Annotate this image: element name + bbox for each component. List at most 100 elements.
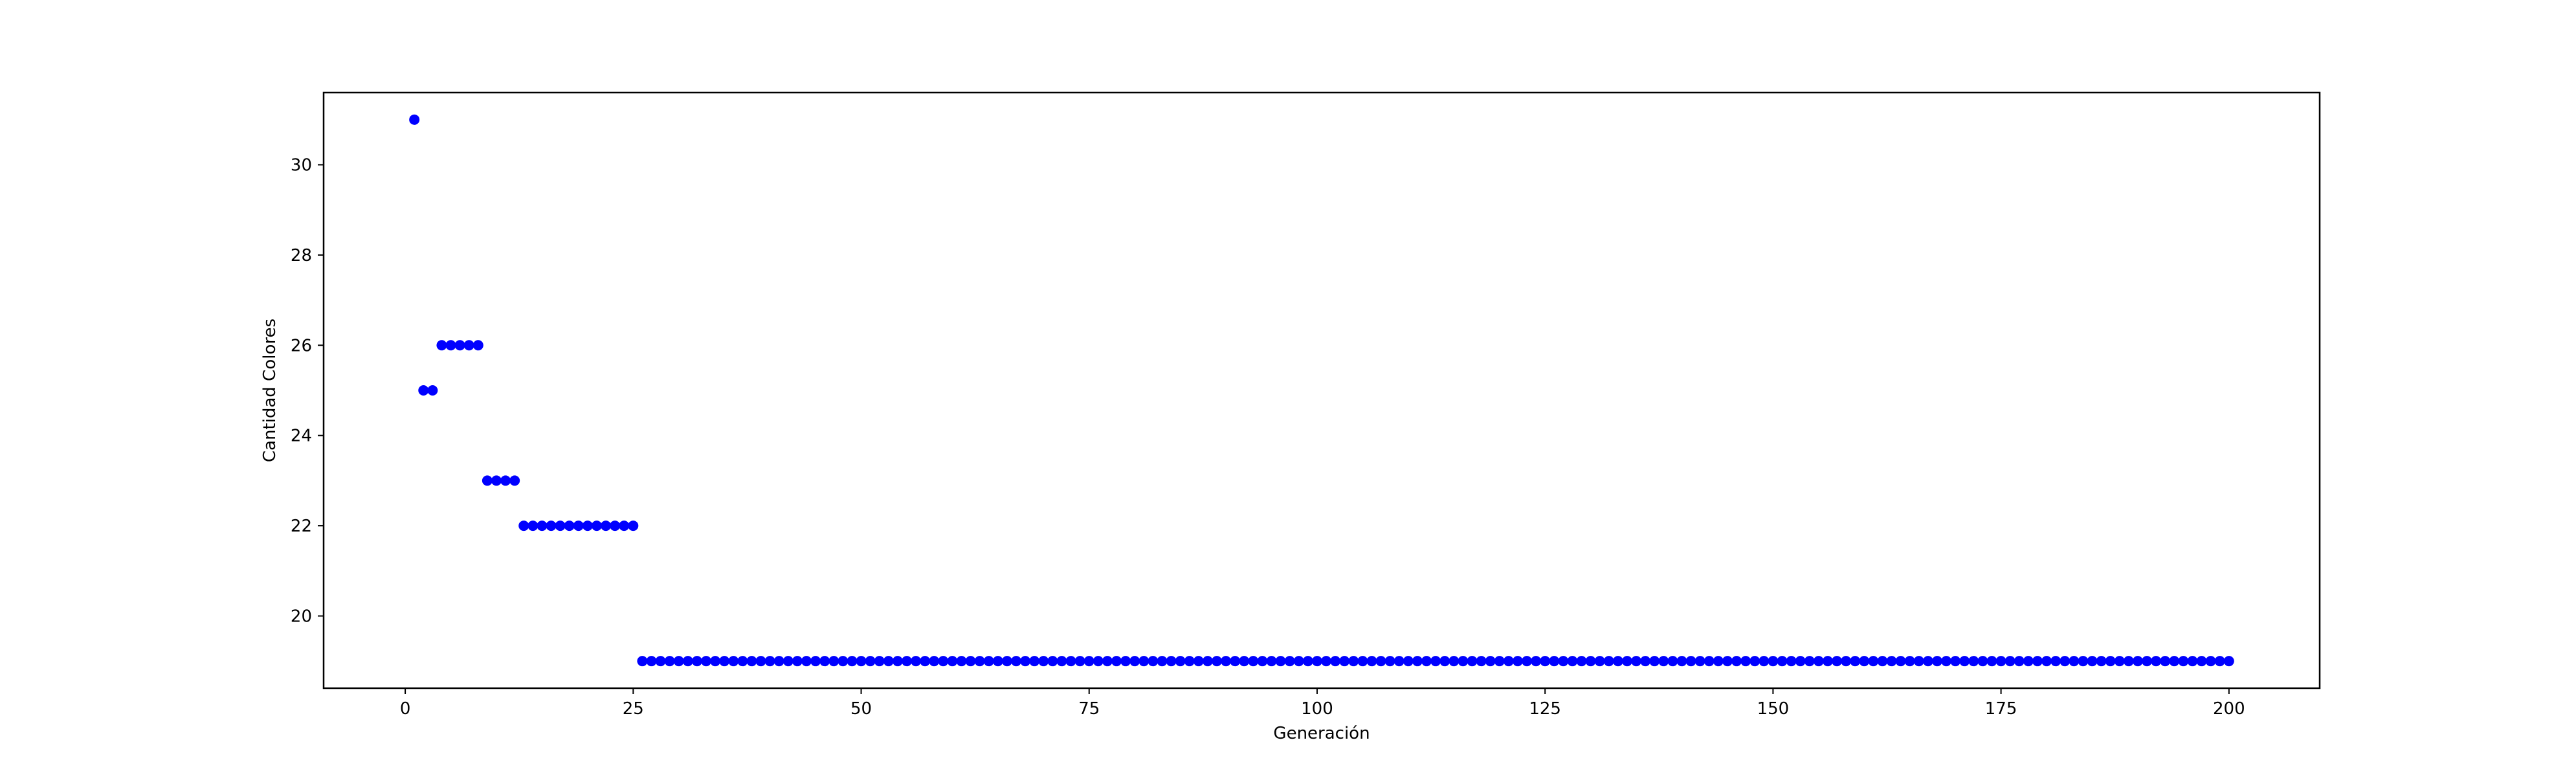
plot-area-frame [322, 91, 2321, 689]
data-point [1221, 656, 1232, 667]
data-point [2169, 656, 2180, 667]
data-point [546, 521, 557, 532]
data-point [664, 656, 675, 667]
x-tick-label: 0 [400, 699, 411, 719]
data-point [646, 656, 657, 667]
data-point [527, 521, 539, 532]
data-point [1375, 656, 1386, 667]
data-point [1904, 656, 1915, 667]
data-point [637, 656, 648, 667]
data-point [1020, 656, 1031, 667]
data-point [2087, 656, 2098, 667]
data-point [911, 656, 922, 667]
data-point [1676, 656, 1687, 667]
data-point [819, 656, 830, 667]
data-point [1311, 656, 1322, 667]
data-point [1813, 656, 1824, 667]
data-point [719, 656, 730, 667]
data-point [1083, 656, 1094, 667]
data-point [1512, 656, 1523, 667]
data-point [1612, 656, 1623, 667]
data-point [1531, 656, 1542, 667]
x-axis-label: Generación [1273, 724, 1370, 743]
data-point [518, 521, 529, 532]
data-point [1175, 656, 1186, 667]
data-point [1485, 656, 1496, 667]
data-point [2142, 656, 2153, 667]
data-point [2023, 656, 2034, 667]
data-point [965, 656, 976, 667]
data-point [509, 475, 520, 486]
y-axis-label: Cantidad Colores [260, 319, 280, 462]
data-point [1348, 656, 1359, 667]
data-point [901, 656, 912, 667]
data-point [1549, 656, 1560, 667]
data-point [1859, 656, 1870, 667]
data-point [2096, 656, 2107, 667]
data-point [1886, 656, 1897, 667]
data-point [500, 475, 511, 486]
data-point [1759, 656, 1770, 667]
data-point [1959, 656, 1970, 667]
data-point [1430, 656, 1441, 667]
data-point [1841, 656, 1852, 667]
data-point [1011, 656, 1022, 667]
data-point [1467, 656, 1478, 667]
data-point [1384, 656, 1395, 667]
data-point [929, 656, 940, 667]
data-point [591, 521, 602, 532]
data-point [1001, 656, 1012, 667]
data-point [1822, 656, 1833, 667]
data-point [1521, 656, 1532, 667]
data-point [1585, 656, 1596, 667]
data-point [1065, 656, 1076, 667]
data-point [947, 656, 958, 667]
data-point [2041, 656, 2052, 667]
data-point [610, 521, 621, 532]
x-tick-label: 75 [1078, 699, 1100, 719]
y-tick-label: 30 [291, 156, 312, 175]
data-point [1777, 656, 1788, 667]
data-point [1120, 656, 1131, 667]
data-point [472, 340, 483, 351]
data-point [1302, 656, 1313, 667]
data-point [920, 656, 931, 667]
data-point [2050, 656, 2061, 667]
data-point [1631, 656, 1642, 667]
data-point [573, 521, 584, 532]
data-point [1029, 656, 1040, 667]
data-point [1768, 656, 1779, 667]
data-point [1786, 656, 1797, 667]
data-point [1211, 656, 1222, 667]
data-point [619, 521, 630, 532]
data-point [1986, 656, 1997, 667]
x-tick-label: 25 [623, 699, 644, 719]
data-point [1740, 656, 1751, 667]
data-point [1403, 656, 1414, 667]
data-point [956, 656, 967, 667]
data-point [710, 656, 721, 667]
data-point [454, 340, 465, 351]
x-tick-label: 150 [1757, 699, 1790, 719]
data-point [2205, 656, 2216, 667]
data-point [1038, 656, 1049, 667]
data-point [1074, 656, 1085, 667]
data-point [1640, 656, 1651, 667]
data-point [2223, 656, 2234, 667]
data-point [1476, 656, 1487, 667]
data-point [828, 656, 839, 667]
x-axis: 0 25 50 75 100 125 150 175 200 [400, 688, 2245, 719]
y-tick-label: 22 [291, 517, 312, 536]
data-point [1977, 656, 1988, 667]
data-point [847, 656, 858, 667]
data-point [1576, 656, 1587, 667]
data-point [1239, 656, 1250, 667]
data-point [564, 521, 575, 532]
data-point [1567, 656, 1578, 667]
data-point [1704, 656, 1715, 667]
data-point [582, 521, 593, 532]
data-point [1129, 656, 1140, 667]
data-point [737, 656, 748, 667]
